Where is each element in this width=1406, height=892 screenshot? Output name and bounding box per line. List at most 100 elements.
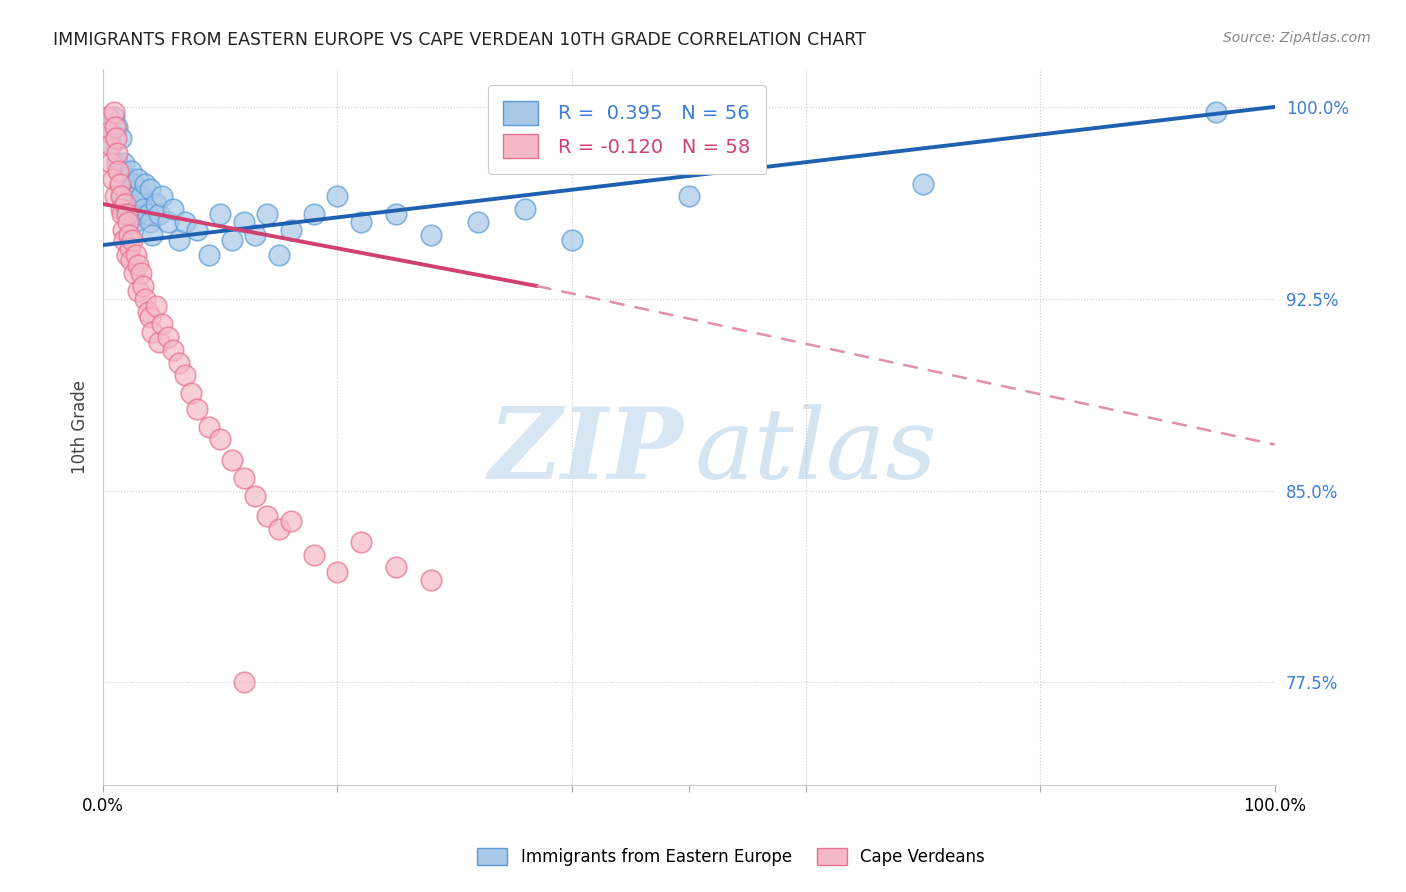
Point — [108, 177, 131, 191]
Point — [127, 284, 149, 298]
Point — [467, 215, 489, 229]
Point — [122, 177, 145, 191]
Point — [112, 233, 135, 247]
Point — [156, 330, 179, 344]
Point — [120, 164, 142, 178]
Point — [114, 197, 136, 211]
Point — [180, 386, 202, 401]
Point — [139, 215, 162, 229]
Point — [115, 202, 138, 217]
Point — [232, 675, 254, 690]
Point — [420, 227, 443, 242]
Point — [100, 156, 122, 170]
Point — [134, 177, 156, 191]
Point — [221, 233, 243, 247]
Point — [145, 197, 167, 211]
Point — [115, 248, 138, 262]
Point — [256, 207, 278, 221]
Point — [912, 177, 935, 191]
Point — [105, 156, 128, 170]
Point — [174, 215, 197, 229]
Point — [129, 189, 152, 203]
Y-axis label: 10th Grade: 10th Grade — [72, 380, 89, 474]
Point — [186, 222, 208, 236]
Point — [245, 227, 267, 242]
Point — [111, 189, 134, 203]
Point — [122, 215, 145, 229]
Point — [112, 156, 135, 170]
Point — [420, 573, 443, 587]
Point — [107, 164, 129, 178]
Text: Source: ZipAtlas.com: Source: ZipAtlas.com — [1223, 31, 1371, 45]
Point — [104, 189, 127, 203]
Point — [105, 130, 128, 145]
Point — [561, 233, 583, 247]
Point — [120, 241, 142, 255]
Point — [136, 207, 159, 221]
Point — [174, 368, 197, 383]
Point — [110, 130, 132, 145]
Point — [127, 259, 149, 273]
Point — [110, 189, 132, 203]
Point — [115, 171, 138, 186]
Point — [256, 509, 278, 524]
Point — [136, 304, 159, 318]
Point — [385, 207, 408, 221]
Point — [115, 207, 138, 221]
Point — [118, 182, 141, 196]
Point — [103, 110, 125, 124]
Point — [98, 126, 121, 140]
Point — [221, 453, 243, 467]
Point — [267, 522, 290, 536]
Point — [513, 202, 536, 217]
Point — [326, 566, 349, 580]
Point — [120, 197, 142, 211]
Point — [98, 126, 121, 140]
Point — [111, 207, 134, 221]
Point — [118, 227, 141, 242]
Point — [150, 318, 173, 332]
Point — [280, 222, 302, 236]
Point — [145, 300, 167, 314]
Point — [112, 197, 135, 211]
Point — [100, 138, 122, 153]
Point — [125, 248, 148, 262]
Point — [302, 207, 325, 221]
Point — [350, 534, 373, 549]
Point — [101, 171, 124, 186]
Point — [120, 253, 142, 268]
Point — [156, 215, 179, 229]
Point — [169, 233, 191, 247]
Point — [148, 335, 170, 350]
Point — [118, 207, 141, 221]
Text: IMMIGRANTS FROM EASTERN EUROPE VS CAPE VERDEAN 10TH GRADE CORRELATION CHART: IMMIGRANTS FROM EASTERN EUROPE VS CAPE V… — [53, 31, 866, 49]
Point — [186, 401, 208, 416]
Point — [127, 171, 149, 186]
Point — [302, 548, 325, 562]
Point — [98, 138, 121, 153]
Point — [112, 222, 135, 236]
Point — [350, 215, 373, 229]
Point — [326, 189, 349, 203]
Point — [141, 325, 163, 339]
Point — [1205, 105, 1227, 120]
Point — [197, 248, 219, 262]
Point — [162, 343, 184, 357]
Point — [232, 471, 254, 485]
Point — [141, 227, 163, 242]
Point — [132, 279, 155, 293]
Point — [122, 266, 145, 280]
Point — [127, 207, 149, 221]
Point — [97, 110, 120, 124]
Text: ZIP: ZIP — [488, 403, 683, 500]
Point — [132, 202, 155, 217]
Point — [139, 310, 162, 324]
Point — [267, 248, 290, 262]
Point — [121, 233, 143, 247]
Legend: R =  0.395   N = 56, R = -0.120   N = 58: R = 0.395 N = 56, R = -0.120 N = 58 — [488, 86, 765, 174]
Point — [125, 189, 148, 203]
Point — [148, 207, 170, 221]
Point — [139, 182, 162, 196]
Point — [110, 164, 132, 178]
Point — [108, 177, 131, 191]
